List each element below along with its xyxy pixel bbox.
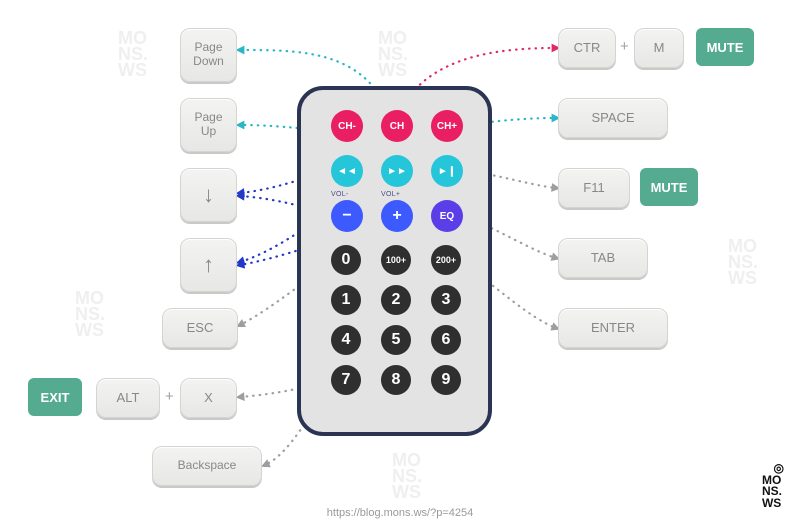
key-m: M: [634, 28, 684, 68]
remote-chplus: CH+: [431, 110, 463, 142]
remote-n6: 6: [431, 325, 461, 355]
key-pagedown: PageDown: [180, 28, 237, 82]
remote-n1: 1: [331, 285, 361, 315]
key-space: SPACE: [558, 98, 668, 138]
remote-control: CH- CH CH+ ◄◄ ►► ►❙ − VOL- + VOL+ EQ 0 100+ 200+ 123 45…: [297, 86, 492, 436]
remote-n4: 4: [331, 325, 361, 355]
plus-sign: +: [165, 388, 174, 405]
key-backspace: Backspace: [152, 446, 262, 486]
logo-l3: WS: [762, 496, 781, 510]
key-esc: ESC: [162, 308, 238, 348]
watermark: MONS.WS: [75, 290, 105, 339]
diagram-stage: CH- CH CH+ ◄◄ ►► ►❙ − VOL- + VOL+ EQ 0 100+ 200+ 123 45…: [0, 0, 800, 523]
remote-n0: 0: [331, 245, 361, 275]
tag-mute2: MUTE: [640, 168, 698, 206]
watermark: MONS.WS: [392, 452, 422, 501]
remote-n5: 5: [381, 325, 411, 355]
remote-n2: 2: [381, 285, 411, 315]
plus-sign: +: [620, 38, 629, 55]
key-enter: ENTER: [558, 308, 668, 348]
remote-n200: 200+: [431, 245, 461, 275]
remote-n100: 100+: [381, 245, 411, 275]
remote-volminus: −: [331, 200, 363, 232]
key-arrowup: ↑: [180, 238, 237, 292]
remote-chminus: CH-: [331, 110, 363, 142]
tag-mute1: MUTE: [696, 28, 754, 66]
remote-label-volplus: VOL+: [381, 191, 400, 198]
key-x: X: [180, 378, 237, 418]
remote-fwd: ►►: [381, 155, 413, 187]
key-ctr: CTR: [558, 28, 616, 68]
watermark: MONS.WS: [118, 30, 148, 79]
key-f11: F11: [558, 168, 630, 208]
mons-logo: ◎ MO NS. WS: [762, 475, 782, 509]
remote-rew: ◄◄: [331, 155, 363, 187]
remote-n3: 3: [431, 285, 461, 315]
remote-n9: 9: [431, 365, 461, 395]
tag-exit: EXIT: [28, 378, 82, 416]
watermark: MONS.WS: [378, 30, 408, 79]
remote-play: ►❙: [431, 155, 463, 187]
key-tab: TAB: [558, 238, 648, 278]
watermark: MONS.WS: [728, 238, 758, 287]
remote-ch: CH: [381, 110, 413, 142]
source-url: https://blog.mons.ws/?p=4254: [0, 507, 800, 519]
key-alt: ALT: [96, 378, 160, 418]
remote-eq: EQ: [431, 200, 463, 232]
remote-label-volminus: VOL-: [331, 191, 349, 198]
key-arrowdown: ↓: [180, 168, 237, 222]
remote-volplus: +: [381, 200, 413, 232]
remote-n8: 8: [381, 365, 411, 395]
remote-n7: 7: [331, 365, 361, 395]
key-pageup: PageUp: [180, 98, 237, 152]
